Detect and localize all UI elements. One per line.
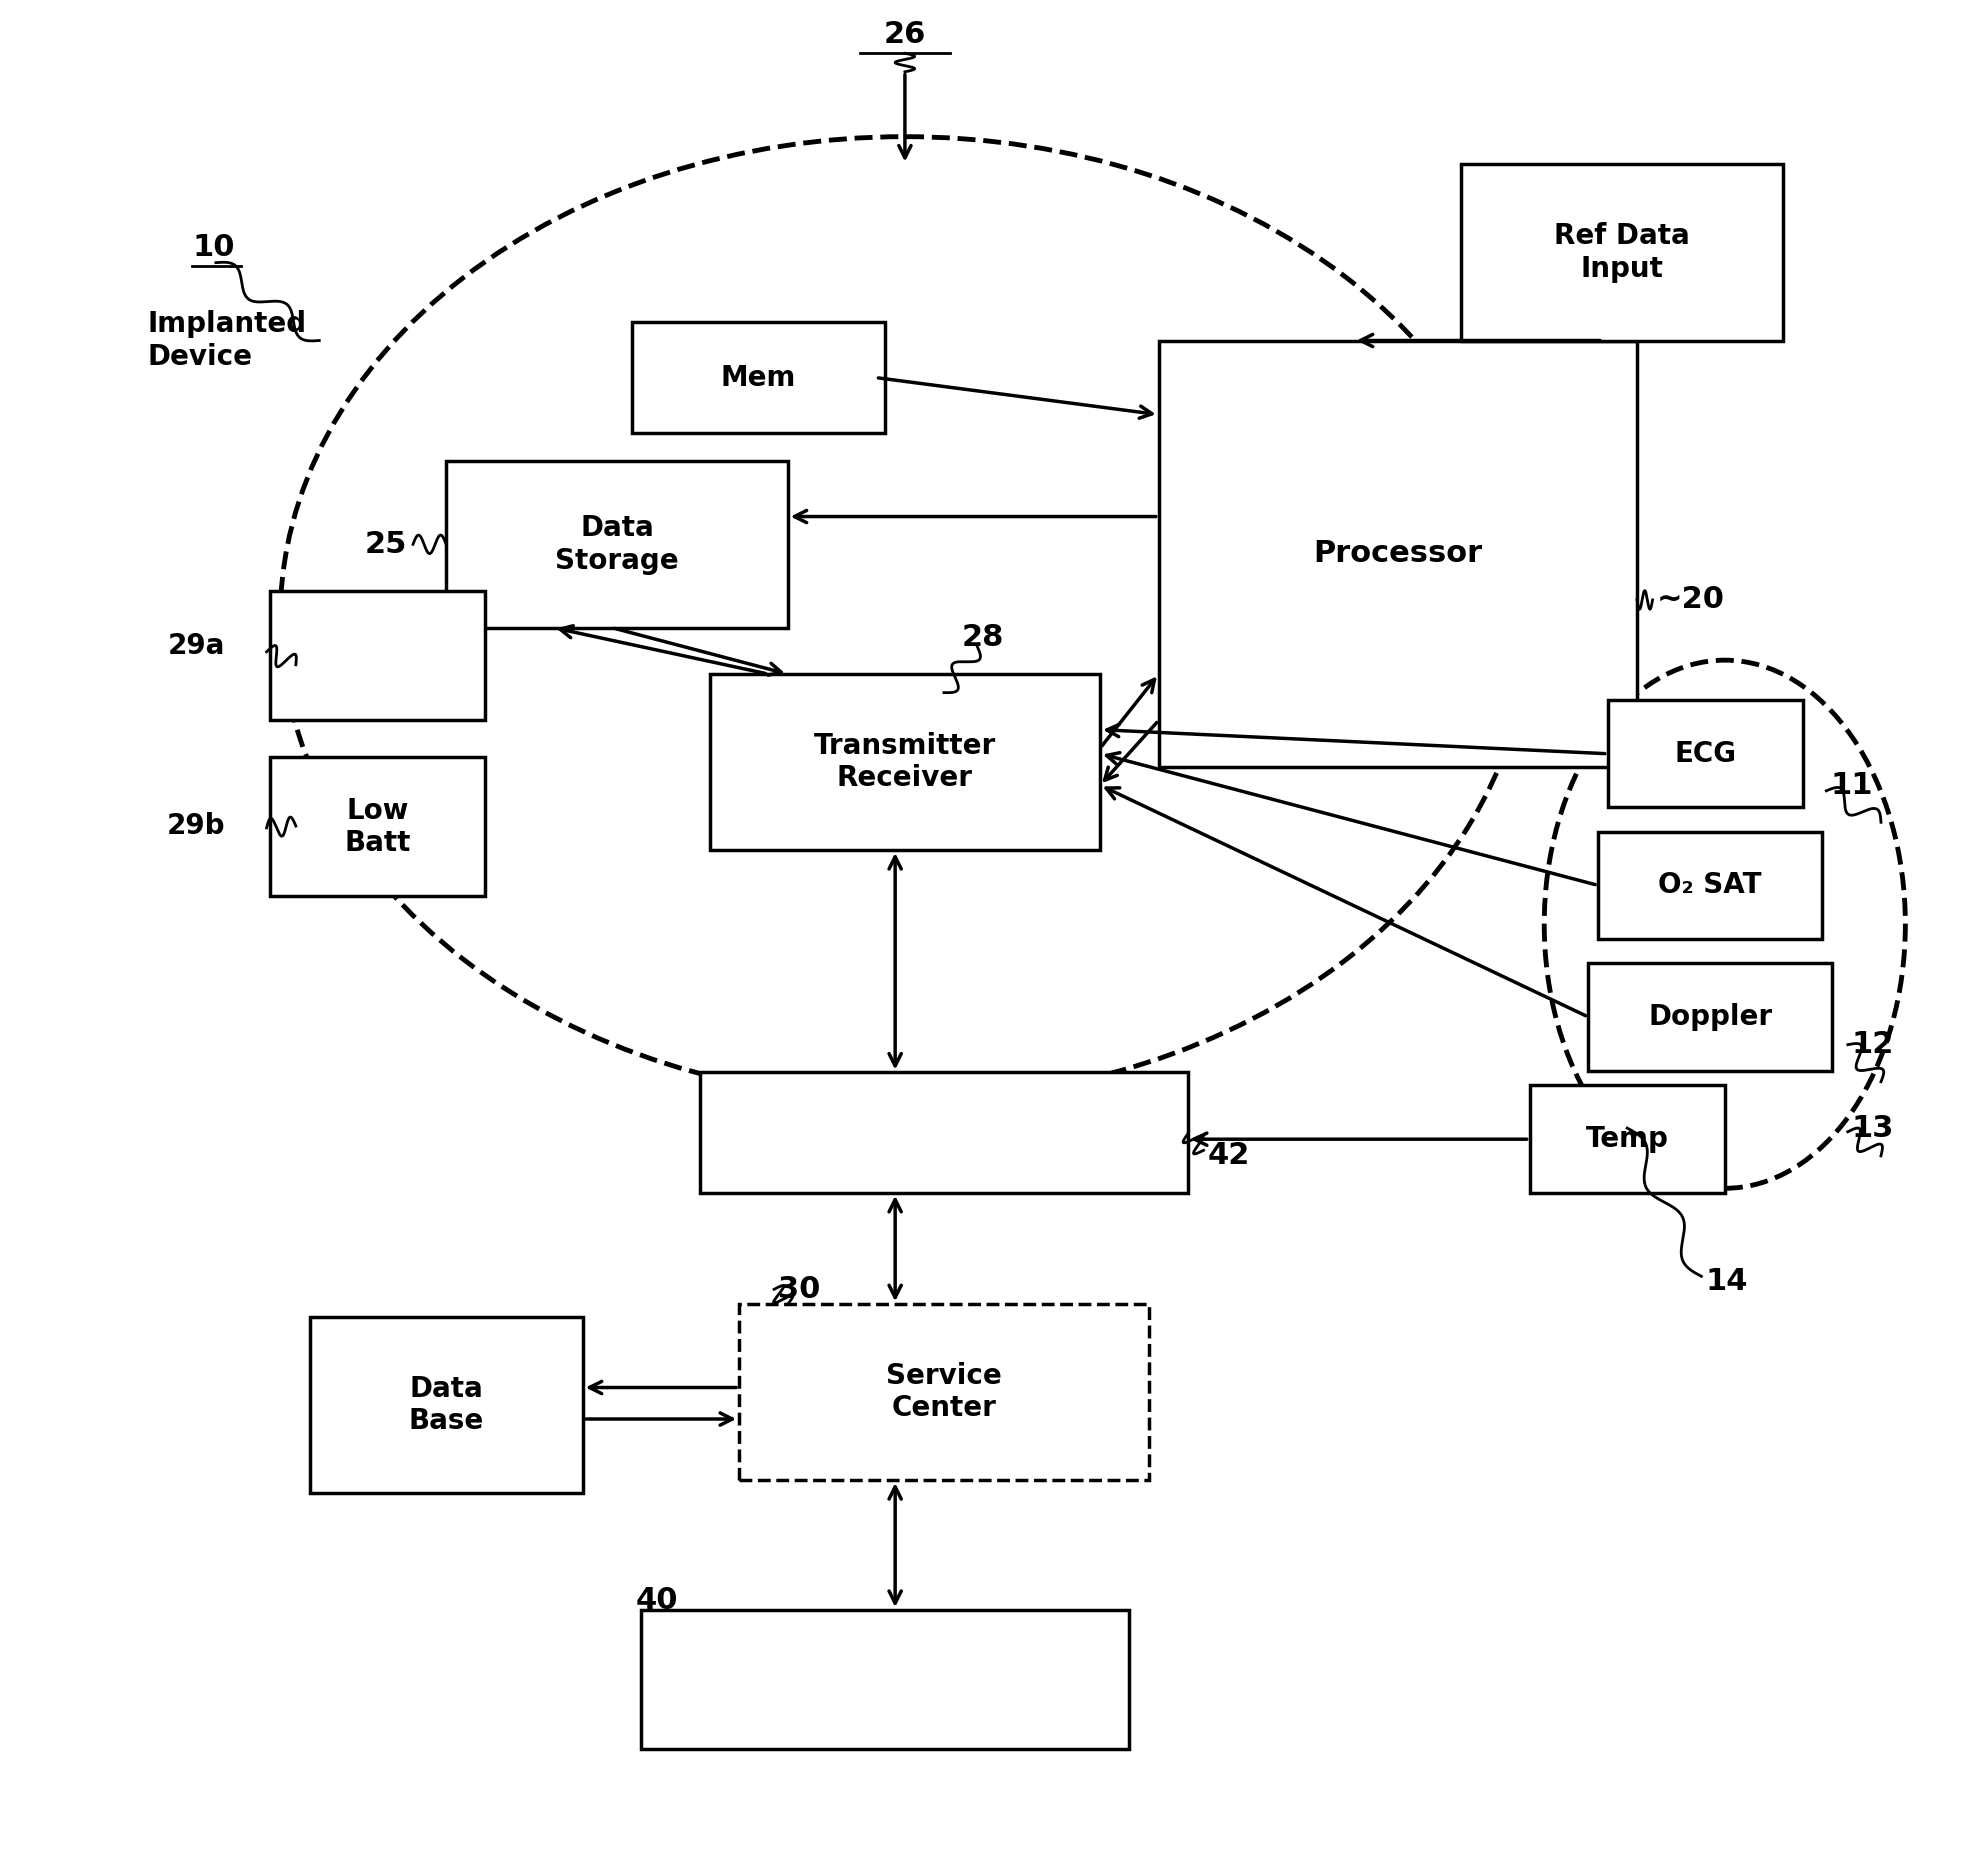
Text: Data
Base: Data Base — [409, 1374, 484, 1436]
FancyBboxPatch shape — [1158, 340, 1638, 767]
Text: Data
Storage: Data Storage — [554, 513, 678, 575]
Text: 28: 28 — [961, 622, 1005, 652]
Text: Service
Center: Service Center — [887, 1361, 1003, 1423]
FancyBboxPatch shape — [700, 1072, 1187, 1193]
Text: 26: 26 — [885, 21, 926, 49]
FancyBboxPatch shape — [710, 674, 1101, 849]
Text: 40: 40 — [635, 1587, 678, 1615]
FancyBboxPatch shape — [641, 1609, 1128, 1749]
FancyBboxPatch shape — [309, 1316, 582, 1494]
FancyBboxPatch shape — [1598, 831, 1822, 939]
FancyBboxPatch shape — [446, 461, 788, 627]
Text: 25: 25 — [366, 530, 407, 558]
Text: 30: 30 — [779, 1275, 820, 1303]
FancyBboxPatch shape — [1589, 963, 1832, 1070]
FancyBboxPatch shape — [271, 758, 486, 896]
Text: 14: 14 — [1705, 1268, 1748, 1296]
Text: 29a: 29a — [169, 633, 226, 661]
FancyBboxPatch shape — [739, 1305, 1148, 1481]
FancyBboxPatch shape — [1530, 1085, 1724, 1193]
Text: Doppler: Doppler — [1648, 1003, 1771, 1031]
Text: Mem: Mem — [722, 364, 796, 392]
FancyBboxPatch shape — [1608, 700, 1803, 808]
Text: Temp: Temp — [1587, 1126, 1669, 1154]
Text: O₂ SAT: O₂ SAT — [1659, 872, 1762, 900]
FancyBboxPatch shape — [631, 321, 885, 433]
Text: ~20: ~20 — [1657, 586, 1724, 614]
Text: 11: 11 — [1830, 771, 1874, 799]
FancyBboxPatch shape — [271, 590, 486, 721]
Text: 12: 12 — [1852, 1031, 1893, 1059]
Text: ECG: ECG — [1675, 739, 1736, 767]
Text: Ref Data
Input: Ref Data Input — [1555, 222, 1691, 282]
FancyBboxPatch shape — [1461, 164, 1783, 340]
Text: Transmitter
Receiver: Transmitter Receiver — [814, 732, 997, 792]
Text: Low
Batt: Low Batt — [344, 797, 411, 857]
Text: 10: 10 — [193, 233, 234, 263]
Text: 29b: 29b — [167, 812, 226, 840]
Text: Processor: Processor — [1313, 540, 1482, 568]
Text: Implanted
Device: Implanted Device — [147, 310, 307, 372]
Text: 42: 42 — [1207, 1141, 1250, 1171]
Text: 13: 13 — [1852, 1113, 1893, 1143]
